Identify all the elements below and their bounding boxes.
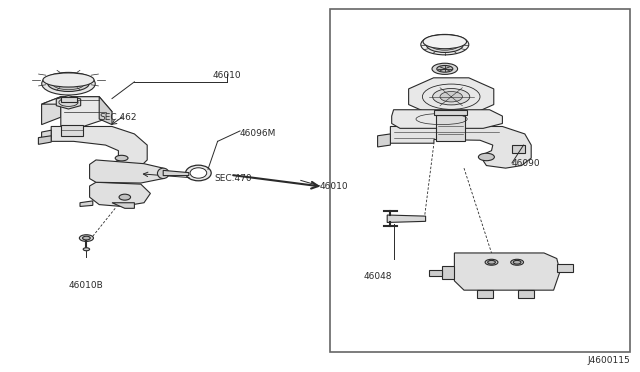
Polygon shape [454,253,560,290]
Text: 46096M: 46096M [240,129,276,138]
Polygon shape [42,97,61,125]
Ellipse shape [513,260,521,264]
Polygon shape [512,145,525,153]
Ellipse shape [485,259,498,265]
Polygon shape [61,97,112,126]
Polygon shape [387,215,426,222]
Polygon shape [477,290,493,298]
Polygon shape [436,115,465,141]
Polygon shape [408,78,494,116]
Text: 46010: 46010 [213,71,241,80]
Ellipse shape [43,73,94,87]
Polygon shape [392,110,502,128]
Polygon shape [90,182,150,206]
Polygon shape [429,270,442,276]
Text: 46090: 46090 [512,159,541,168]
Text: J4600115: J4600115 [588,356,630,365]
Ellipse shape [190,168,207,178]
Text: 46010B: 46010B [69,281,104,290]
Polygon shape [80,201,93,206]
Ellipse shape [436,65,453,72]
Ellipse shape [423,35,467,49]
Polygon shape [42,130,51,140]
Ellipse shape [83,248,90,251]
Ellipse shape [432,63,458,74]
Ellipse shape [488,260,495,264]
Ellipse shape [479,153,495,161]
Polygon shape [390,126,531,168]
Text: SEC.462: SEC.462 [99,113,137,122]
Ellipse shape [186,165,211,181]
Bar [330,9,630,352]
Text: 46048: 46048 [364,272,392,280]
Polygon shape [42,97,99,104]
Polygon shape [434,110,467,115]
Text: SEC.470: SEC.470 [214,174,252,183]
Ellipse shape [115,155,128,161]
Ellipse shape [430,39,459,50]
Polygon shape [61,97,77,102]
Ellipse shape [119,194,131,200]
Polygon shape [163,170,189,176]
Polygon shape [61,125,83,136]
Polygon shape [112,203,134,208]
Polygon shape [51,126,147,173]
Polygon shape [518,290,534,298]
Ellipse shape [433,89,470,105]
Polygon shape [38,136,51,144]
Ellipse shape [42,73,95,95]
Polygon shape [56,96,81,109]
Polygon shape [557,264,573,272]
Ellipse shape [511,259,524,265]
Text: 46010: 46010 [320,182,349,191]
Ellipse shape [48,76,89,92]
Polygon shape [90,160,163,183]
Ellipse shape [421,35,468,55]
Ellipse shape [83,236,90,240]
Ellipse shape [79,235,93,241]
Polygon shape [378,134,390,147]
Ellipse shape [52,78,84,90]
Polygon shape [442,266,454,279]
Ellipse shape [440,92,462,102]
Ellipse shape [426,37,463,52]
Ellipse shape [157,168,169,179]
Polygon shape [99,97,112,125]
